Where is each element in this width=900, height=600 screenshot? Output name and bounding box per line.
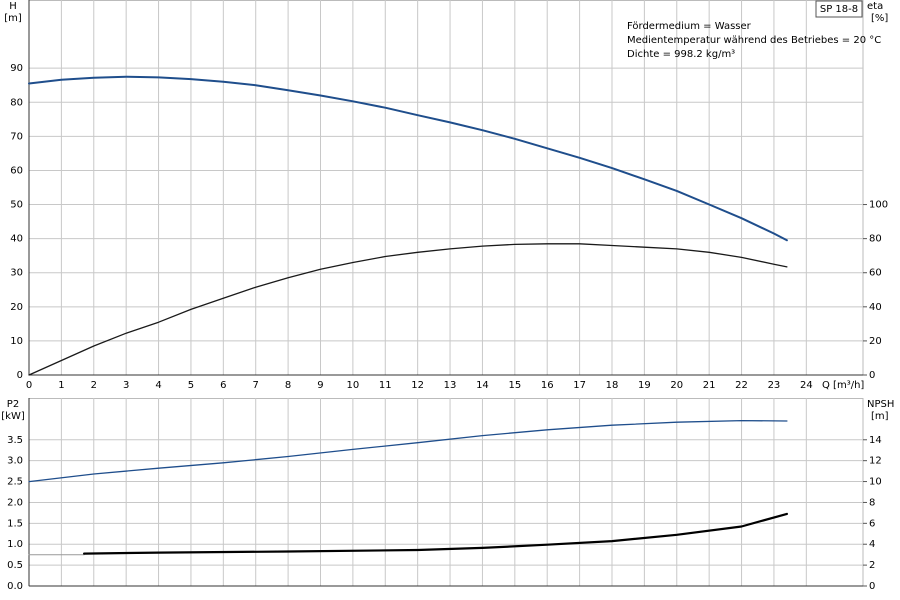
curve (28, 419, 788, 483)
annotation: Dichte = 998.2 kg/m³ (627, 49, 735, 60)
x-tick-label: 4 (155, 380, 161, 391)
y2-axis-unit: [m] (871, 411, 889, 422)
y2-tick-label: 6 (869, 518, 875, 529)
y2-tick-label: 0 (869, 370, 875, 381)
y-axis-unit: [kW] (1, 411, 25, 422)
y-tick-label: 3.0 (7, 456, 23, 467)
y2-tick-label: 40 (869, 302, 882, 313)
y-tick-label: 90 (10, 63, 23, 74)
y2-tick-label: 100 (869, 200, 888, 211)
y2-tick-label: 80 (869, 234, 882, 245)
x-tick-label: 10 (347, 380, 360, 391)
y2-tick-label: 10 (869, 477, 882, 488)
y-tick-label: 2.5 (7, 477, 23, 488)
y2-axis-unit: [%] (871, 13, 888, 24)
plot-frame (28, 398, 864, 587)
y2-axis-label: NPSH (867, 399, 894, 410)
y2-tick-label: 2 (869, 560, 875, 571)
y-tick-label: 0.0 (7, 581, 23, 592)
y-axis-unit: [m] (4, 13, 22, 24)
x-tick-label: 1 (58, 380, 64, 391)
x-axis-label: Q [m³/h] (822, 380, 864, 391)
y-tick-label: 0.5 (7, 560, 23, 571)
plot-frame (28, 0, 864, 376)
y-tick-label: 40 (10, 234, 23, 245)
x-tick-label: 15 (508, 380, 521, 391)
x-tick-label: 2 (91, 380, 97, 391)
curve (82, 512, 789, 555)
x-tick-label: 0 (26, 380, 32, 391)
x-tick-label: 20 (670, 380, 683, 391)
y-tick-label: 1.5 (7, 518, 23, 529)
x-tick-label: 22 (735, 380, 748, 391)
x-tick-label: 24 (800, 380, 813, 391)
y2-tick-label: 20 (869, 336, 882, 347)
y-tick-label: 2.0 (7, 497, 23, 508)
x-tick-label: 18 (606, 380, 619, 391)
y2-tick-label: 0 (869, 581, 875, 592)
x-tick-label: 21 (703, 380, 716, 391)
x-tick-label: 3 (123, 380, 129, 391)
x-tick-label: 23 (768, 380, 781, 391)
tag-box (815, 0, 863, 18)
y2-tick-label: 8 (869, 497, 875, 508)
y2-tick-label: 4 (869, 539, 875, 550)
x-tick-label: 8 (285, 380, 291, 391)
x-tick-label: 6 (220, 380, 226, 391)
x-tick-label: 17 (573, 380, 586, 391)
y2-tick-label: 60 (869, 268, 882, 279)
y-axis-label: H (9, 1, 17, 12)
y2-tick-label: 14 (869, 435, 882, 446)
annotation: Medientemperatur während des Betriebes =… (627, 35, 881, 46)
y-tick-label: 80 (10, 97, 23, 108)
y-tick-label: 30 (10, 268, 23, 279)
y-tick-label: 20 (10, 302, 23, 313)
y-tick-label: 10 (10, 336, 23, 347)
y-axis-label: P2 (7, 399, 19, 410)
y-tick-label: 0 (17, 370, 23, 381)
y-tick-label: 1.0 (7, 539, 23, 550)
x-tick-label: 12 (411, 380, 424, 391)
annotation: Fördermedium = Wasser (627, 21, 752, 32)
tag-label: SP 18-8 (820, 4, 858, 15)
x-tick-label: 16 (541, 380, 554, 391)
curve (28, 243, 788, 376)
x-tick-label: 9 (317, 380, 323, 391)
x-tick-label: 7 (253, 380, 259, 391)
y-tick-label: 70 (10, 131, 23, 142)
y-tick-label: 60 (10, 165, 23, 176)
y2-axis-label: eta (867, 1, 883, 12)
x-tick-label: 14 (476, 380, 489, 391)
y-tick-label: 50 (10, 200, 23, 211)
x-tick-label: 5 (188, 380, 194, 391)
y-tick-label: 3.5 (7, 435, 23, 446)
curve (28, 75, 788, 242)
y2-tick-label: 12 (869, 456, 882, 467)
x-tick-label: 11 (379, 380, 392, 391)
x-tick-label: 13 (444, 380, 457, 391)
x-tick-label: 19 (638, 380, 651, 391)
